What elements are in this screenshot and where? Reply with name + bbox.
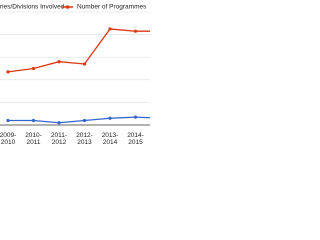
legend-label: Number of Programmes: [77, 4, 147, 11]
x-tick-label: 2012-2013: [76, 132, 93, 146]
data-point: [6, 118, 10, 123]
data-point: [31, 118, 36, 123]
series-line: [7, 28, 150, 73]
series-line: [8, 116, 150, 124]
chart: ries/Divisions Involved Number of Progra…: [0, 4, 150, 146]
x-tick-label: 2009-2010: [0, 132, 16, 146]
data-point: [133, 115, 138, 119]
data-point: [6, 70, 10, 74]
x-tick-label: 2010-2011: [25, 132, 42, 146]
page: ries/Divisions Involved Number of Progra…: [0, 0, 150, 150]
legend-label: ries/Divisions Involved: [0, 4, 65, 11]
data-point: [133, 29, 138, 33]
data-point: [108, 116, 112, 120]
data-point: [108, 27, 112, 31]
data-point: [57, 121, 61, 125]
data-point: [57, 60, 61, 64]
data-point: [82, 62, 87, 66]
x-tick-label: 2013-2014: [102, 132, 119, 146]
data-point: [31, 66, 36, 71]
legend-marker: [65, 5, 70, 9]
x-tick-label: 2011-2012: [51, 132, 67, 146]
x-tick-label: 2014-2015: [127, 132, 144, 146]
data-point: [82, 118, 87, 123]
